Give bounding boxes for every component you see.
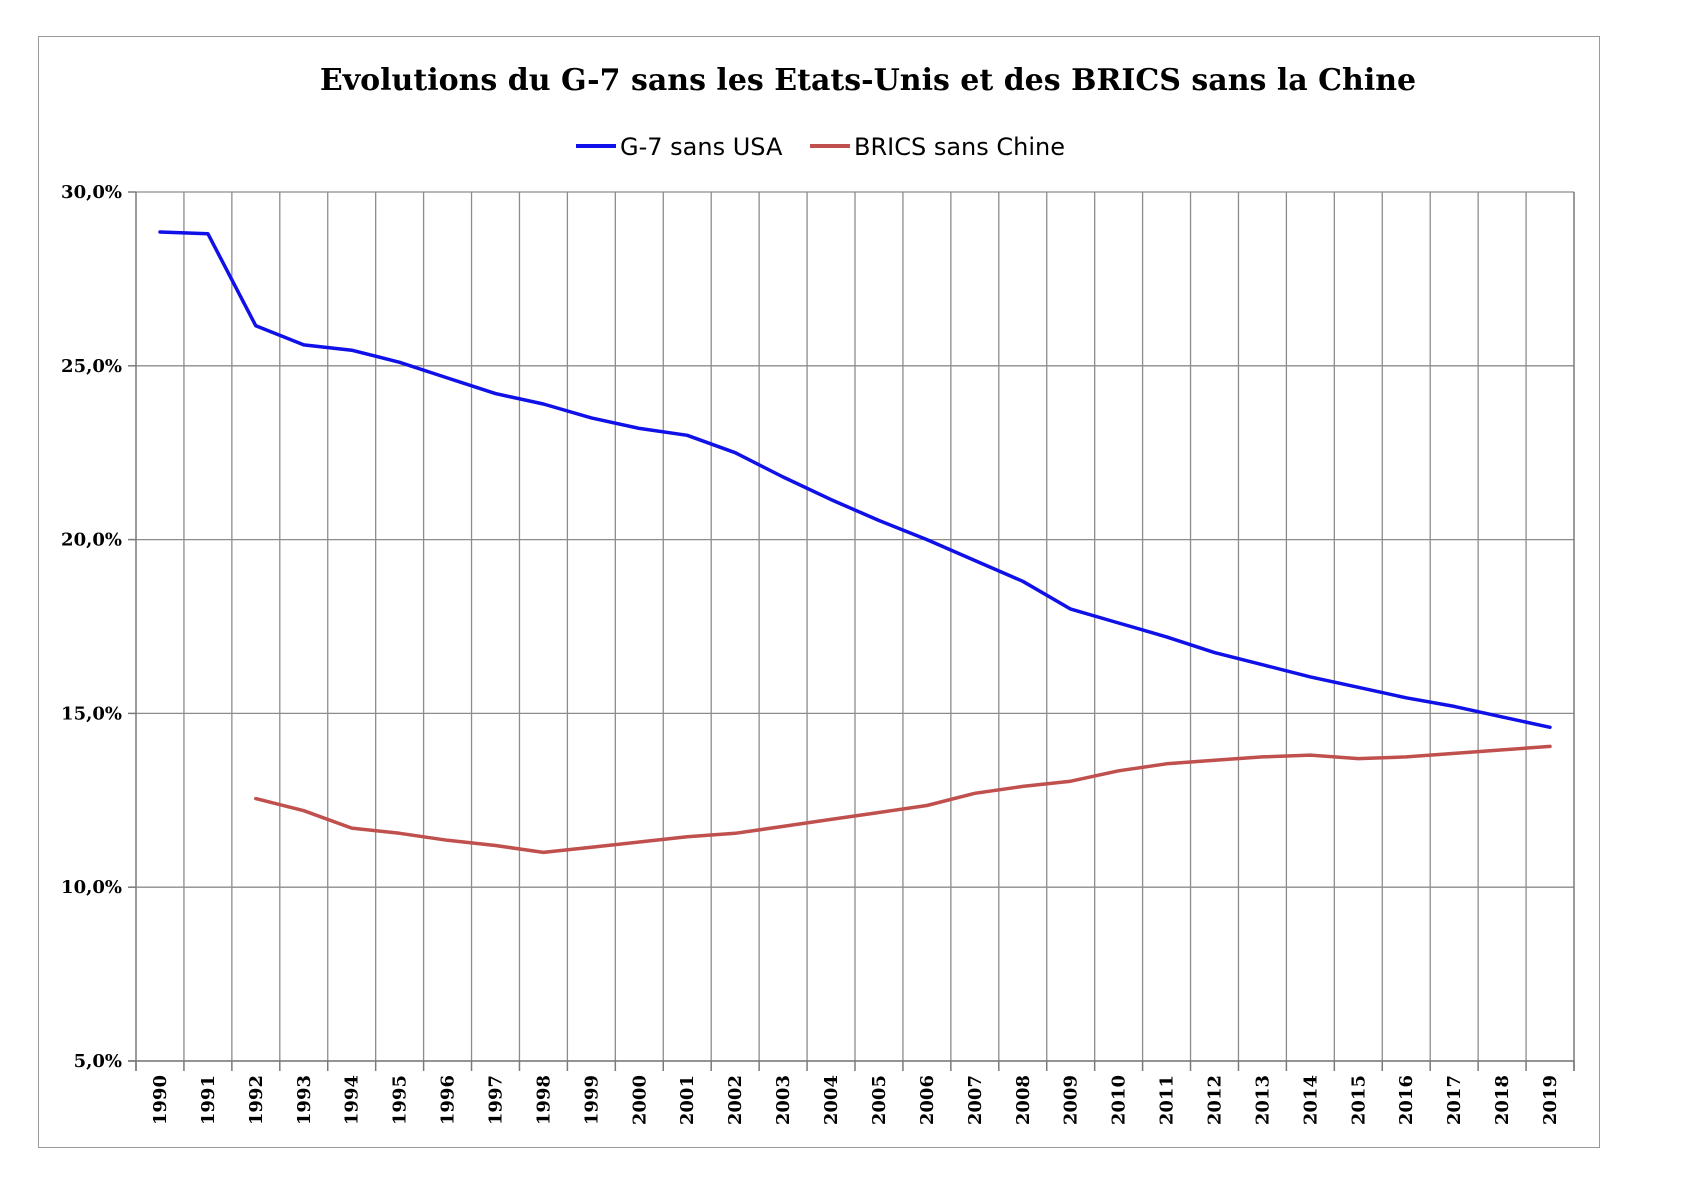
x-tick-label: 2019: [1540, 1075, 1561, 1125]
legend: G-7 sans USA BRICS sans Chine: [576, 133, 1065, 161]
series-line-g7: [158, 230, 1552, 730]
x-tick-label: 2005: [869, 1075, 890, 1125]
series-line-brics: [254, 744, 1552, 855]
x-tick-label: 2009: [1061, 1075, 1082, 1125]
x-tick-label: 2013: [1252, 1075, 1273, 1125]
x-tick-label: 1998: [533, 1075, 554, 1125]
x-tick-label: 1999: [581, 1075, 602, 1125]
x-tick-label: 2016: [1396, 1075, 1417, 1125]
legend-label-brics: BRICS sans Chine: [854, 133, 1065, 161]
x-tick-label: 1991: [198, 1075, 219, 1125]
x-tick-label: 2004: [821, 1075, 842, 1125]
y-tick-label: 20,0%: [61, 530, 122, 551]
y-tick-label: 25,0%: [61, 356, 122, 377]
x-tick-label: 2006: [917, 1075, 938, 1125]
x-tick-label: 2015: [1348, 1075, 1369, 1125]
series-lines: [158, 230, 1552, 855]
x-tick-label: 1990: [150, 1075, 171, 1125]
x-tick-label: 2001: [677, 1075, 698, 1125]
x-tick-label: 2003: [773, 1075, 794, 1125]
x-tick-label: 1993: [294, 1075, 315, 1125]
chart-title: Evolutions du G-7 sans les Etats-Unis et…: [320, 63, 1416, 98]
x-tick-label: 2012: [1205, 1075, 1226, 1125]
y-tick-label: 15,0%: [61, 703, 122, 724]
x-tick-label: 2008: [1013, 1075, 1034, 1125]
x-tick-label: 2000: [629, 1075, 650, 1125]
legend-label-g7: G-7 sans USA: [620, 133, 783, 161]
y-tick-label: 30,0%: [61, 182, 122, 203]
y-tick-label: 5,0%: [74, 1051, 122, 1072]
x-tick-label: 2002: [725, 1075, 746, 1125]
y-tick-label: 10,0%: [61, 877, 122, 898]
x-tick-label: 2018: [1492, 1075, 1513, 1125]
x-axis-ticks: 1990 1991 1992 1993 1994 1995 1996 1997 1998 1999…: [150, 1075, 1561, 1125]
x-tick-label: 2011: [1157, 1075, 1178, 1125]
x-tick-label: 2007: [965, 1075, 986, 1125]
x-tick-label: 1996: [438, 1075, 459, 1125]
x-tick-label: 1995: [390, 1075, 411, 1125]
x-tick-label: 2017: [1444, 1075, 1465, 1125]
x-tick-label: 2010: [1109, 1075, 1130, 1125]
x-tick-label: 1997: [486, 1075, 507, 1125]
x-tick-label: 1994: [342, 1075, 363, 1125]
x-tick-label: 1992: [246, 1075, 267, 1125]
y-axis-ticks: 5,0% 10,0% 15,0% 20,0% 25,0% 30,0%: [61, 182, 122, 1072]
axes: [128, 191, 1575, 1071]
x-tick-label: 2014: [1300, 1075, 1321, 1125]
